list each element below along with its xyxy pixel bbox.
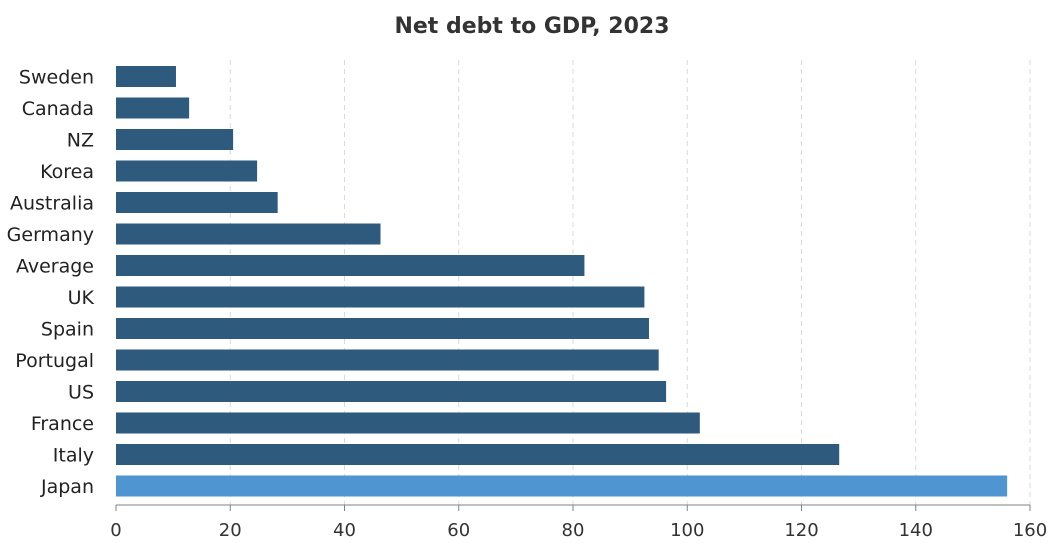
bar-nz (116, 129, 234, 150)
bar-sweden (116, 66, 176, 87)
category-label: Spain (41, 319, 94, 341)
x-tick-label: 100 (670, 520, 704, 541)
category-label: NZ (67, 130, 94, 152)
x-tick-label: 60 (447, 520, 470, 541)
category-label: France (31, 413, 94, 435)
bar-average (116, 255, 585, 276)
bar-uk (116, 286, 645, 308)
bar-spain (116, 318, 649, 339)
bar-germany (116, 223, 381, 245)
category-label: Korea (40, 161, 94, 183)
x-tick-label: 80 (562, 520, 585, 541)
bar-portugal (116, 349, 659, 371)
bar-japan (116, 475, 1008, 497)
x-tick-label: 120 (784, 520, 818, 541)
category-label: Portugal (15, 350, 94, 372)
category-label: UK (68, 287, 95, 309)
bar-france (116, 412, 700, 434)
category-label: Japan (40, 476, 94, 498)
chart-title: Net debt to GDP, 2023 (394, 14, 670, 39)
bar-australia (116, 192, 278, 213)
category-label: Sweden (19, 67, 94, 89)
category-label: Italy (53, 445, 94, 467)
x-tick-label: 0 (110, 520, 121, 541)
category-label: Australia (10, 193, 94, 215)
bar-italy (116, 444, 840, 465)
x-tick-label: 140 (899, 520, 933, 541)
x-tick-label: 40 (333, 520, 356, 541)
category-label: Average (16, 256, 94, 278)
category-label: Canada (22, 98, 94, 120)
bar-us (116, 381, 667, 402)
category-label: Germany (7, 224, 94, 246)
x-tick-label: 160 (1013, 520, 1047, 541)
bar-canada (116, 97, 190, 119)
x-tick-label: 20 (219, 520, 242, 541)
bar-korea (116, 160, 258, 182)
category-label: US (68, 382, 94, 404)
